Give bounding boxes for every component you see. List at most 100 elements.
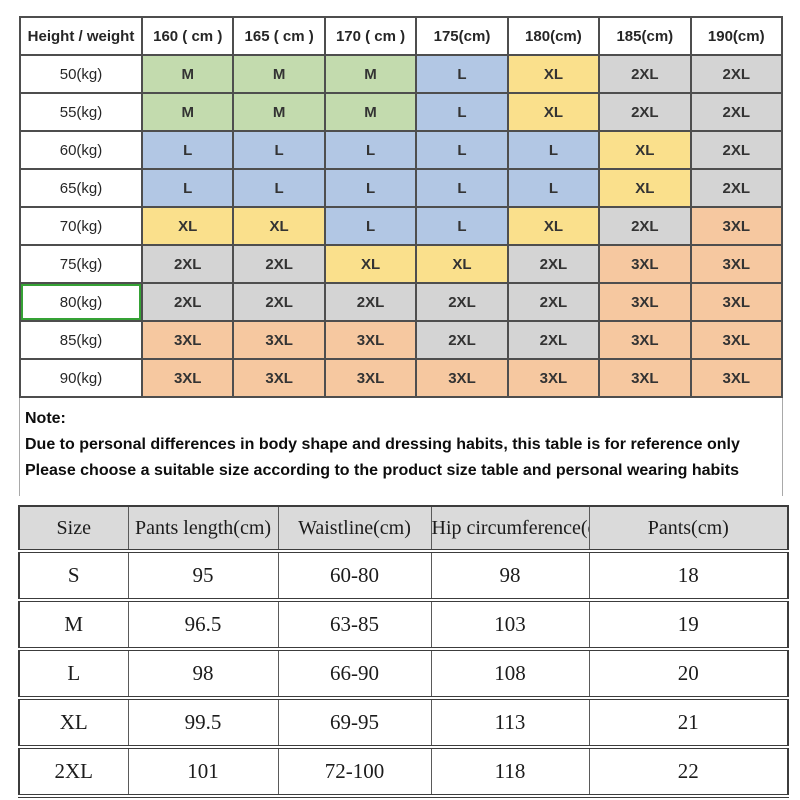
measurements-row: S 95 60-80 98 18 bbox=[18, 551, 789, 602]
size-cell: 2XL bbox=[232, 282, 326, 322]
height-column-header: 175(cm) bbox=[415, 16, 509, 56]
size-table-header: Height / weight 160 ( cm ) 165 ( cm ) 170 (… bbox=[19, 16, 784, 56]
measurement-cell: 98 bbox=[127, 649, 279, 700]
size-table-row: 50(kg) M M M L XL 2XL 2XL bbox=[19, 54, 784, 94]
size-cell: 2XL bbox=[598, 54, 692, 94]
weight-row-label: 60(kg) bbox=[19, 130, 143, 170]
size-cell: XL bbox=[232, 206, 326, 246]
measurement-cell: 98 bbox=[430, 551, 590, 602]
size-cell: 3XL bbox=[598, 282, 692, 322]
size-table-row: 65(kg) L L L L L XL 2XL bbox=[19, 168, 784, 208]
height-column-header: 165 ( cm ) bbox=[232, 16, 326, 56]
measurement-cell: 22 bbox=[588, 747, 789, 798]
size-table-body: 50(kg) M M M L XL 2XL 2XL 55(kg) M M M L XL 2XL 2XL 60(k… bbox=[19, 54, 784, 398]
weight-row-label: 55(kg) bbox=[19, 92, 143, 132]
measurement-cell: S bbox=[18, 551, 129, 602]
size-cell: 2XL bbox=[140, 244, 235, 284]
size-cell: L bbox=[415, 54, 509, 94]
size-cell: 3XL bbox=[689, 244, 784, 284]
measurement-cell: 21 bbox=[588, 698, 789, 749]
size-cell: 3XL bbox=[598, 320, 692, 360]
size-cell: L bbox=[415, 206, 509, 246]
size-cell: 3XL bbox=[689, 282, 784, 322]
weight-row-label: 85(kg) bbox=[19, 320, 143, 360]
measurements-column-header: Pants(cm) bbox=[588, 506, 789, 553]
size-cell: XL bbox=[598, 168, 692, 208]
measurement-cell: 108 bbox=[430, 649, 590, 700]
weight-row-label: 50(kg) bbox=[19, 54, 143, 94]
size-table-header-row: Height / weight 160 ( cm ) 165 ( cm ) 170 (… bbox=[19, 16, 784, 56]
size-cell: 2XL bbox=[689, 130, 784, 170]
size-cell: L bbox=[415, 92, 509, 132]
size-table-row: 85(kg) 3XL 3XL 3XL 2XL 2XL 3XL 3XL bbox=[19, 320, 784, 360]
measurement-cell: 69-95 bbox=[277, 698, 432, 749]
note-line-1: Due to personal differences in body shap… bbox=[25, 436, 740, 453]
measurement-cell: 20 bbox=[588, 649, 789, 700]
weight-row-label: 70(kg) bbox=[19, 206, 143, 246]
size-cell: XL bbox=[506, 54, 601, 94]
size-cell: 2XL bbox=[232, 244, 326, 284]
note-title: Note: bbox=[25, 410, 66, 427]
measurements-row: XL 99.5 69-95 113 21 bbox=[18, 698, 789, 749]
size-cell: L bbox=[140, 168, 235, 208]
measurement-cell: L bbox=[18, 649, 129, 700]
size-cell: 2XL bbox=[415, 282, 509, 322]
size-cell: M bbox=[323, 54, 418, 94]
pants-measurements-table: Size Pants length(cm) Waistline(cm) Hip cir… bbox=[18, 505, 789, 798]
measurements-row: M 96.5 63-85 103 19 bbox=[18, 600, 789, 651]
size-table-row: 80(kg) 2XL 2XL 2XL 2XL 2XL 3XL 3XL bbox=[19, 282, 784, 322]
measurement-cell: 18 bbox=[588, 551, 789, 602]
size-cell: L bbox=[323, 130, 418, 170]
size-cell: 3XL bbox=[232, 320, 326, 360]
height-column-header: 170 ( cm ) bbox=[323, 16, 418, 56]
size-cell: 3XL bbox=[140, 320, 235, 360]
size-cell: 3XL bbox=[232, 358, 326, 398]
size-cell: 2XL bbox=[689, 168, 784, 208]
measurements-table-body: S 95 60-80 98 18 M 96.5 63-85 103 19 L 98 66-90 108 20… bbox=[18, 551, 789, 798]
size-cell: 3XL bbox=[415, 358, 509, 398]
size-cell: 2XL bbox=[598, 92, 692, 132]
size-cell: M bbox=[323, 92, 418, 132]
size-cell: XL bbox=[506, 92, 601, 132]
size-cell: L bbox=[232, 130, 326, 170]
size-cell: L bbox=[415, 168, 509, 208]
size-cell: 3XL bbox=[598, 358, 692, 398]
size-cell: M bbox=[232, 54, 326, 94]
size-cell: 2XL bbox=[140, 282, 235, 322]
size-cell: L bbox=[506, 168, 601, 208]
size-cell: 2XL bbox=[323, 282, 418, 322]
measurement-cell: 63-85 bbox=[277, 600, 432, 651]
height-column-header: 190(cm) bbox=[689, 16, 784, 56]
size-cell: XL bbox=[506, 206, 601, 246]
measurement-cell: 72-100 bbox=[277, 747, 432, 798]
measurement-cell: 99.5 bbox=[127, 698, 279, 749]
size-cell: 2XL bbox=[415, 320, 509, 360]
measurements-column-header: Size bbox=[18, 506, 129, 553]
size-cell: 2XL bbox=[506, 244, 601, 284]
size-cell: L bbox=[232, 168, 326, 208]
height-column-header: 180(cm) bbox=[506, 16, 601, 56]
measurements-header-row: Size Pants length(cm) Waistline(cm) Hip cir… bbox=[18, 506, 789, 553]
size-cell: 3XL bbox=[323, 358, 418, 398]
size-table-row: 55(kg) M M M L XL 2XL 2XL bbox=[19, 92, 784, 132]
measurement-cell: 118 bbox=[430, 747, 590, 798]
size-cell: 3XL bbox=[689, 320, 784, 360]
measurements-column-header: Pants length(cm) bbox=[127, 506, 279, 553]
size-cell: XL bbox=[415, 244, 509, 284]
measurement-cell: 103 bbox=[430, 600, 590, 651]
measurement-cell: 101 bbox=[127, 747, 279, 798]
weight-row-label: 65(kg) bbox=[19, 168, 143, 208]
size-cell: XL bbox=[140, 206, 235, 246]
size-cell: 3XL bbox=[598, 244, 692, 284]
size-table-row: 70(kg) XL XL L L XL 2XL 3XL bbox=[19, 206, 784, 246]
measurement-cell: XL bbox=[18, 698, 129, 749]
measurement-cell: 66-90 bbox=[277, 649, 432, 700]
size-table-row: 75(kg) 2XL 2XL XL XL 2XL 3XL 3XL bbox=[19, 244, 784, 284]
measurement-cell: M bbox=[18, 600, 129, 651]
size-cell: 3XL bbox=[506, 358, 601, 398]
measurement-cell: 60-80 bbox=[277, 551, 432, 602]
size-cell: L bbox=[323, 206, 418, 246]
height-weight-corner-cell: Height / weight bbox=[19, 16, 143, 56]
size-cell: M bbox=[232, 92, 326, 132]
height-column-header: 185(cm) bbox=[598, 16, 692, 56]
